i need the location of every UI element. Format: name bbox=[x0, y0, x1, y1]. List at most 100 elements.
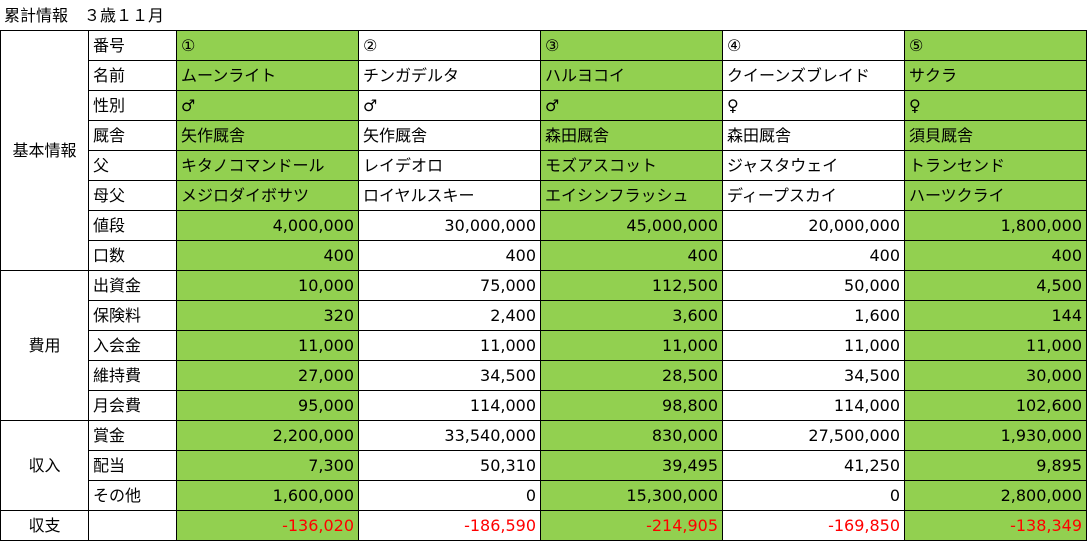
row-label[interactable]: 配当 bbox=[88, 450, 177, 481]
cell-price[interactable]: 4,000,000 bbox=[176, 210, 359, 241]
cell-maintenance[interactable]: 27,000 bbox=[176, 360, 359, 391]
cell-maintenance[interactable]: 28,500 bbox=[540, 360, 723, 391]
cell-monthly_fee[interactable]: 114,000 bbox=[358, 390, 541, 421]
row-label[interactable]: 出資金 bbox=[88, 270, 177, 301]
cell-other[interactable]: 0 bbox=[722, 480, 905, 511]
cell-insurance[interactable]: 144 bbox=[904, 300, 1087, 331]
cell-entry_fee[interactable]: 11,000 bbox=[904, 330, 1087, 361]
cell-dividend[interactable]: 39,495 bbox=[540, 450, 723, 481]
row-label[interactable]: 月会費 bbox=[88, 390, 177, 421]
cell-stable[interactable]: 須貝厩舎 bbox=[904, 120, 1087, 151]
cell-maintenance[interactable]: 30,000 bbox=[904, 360, 1087, 391]
section-label[interactable]: 収支 bbox=[0, 510, 89, 541]
cell-number[interactable]: ④ bbox=[722, 30, 905, 61]
cell-dividend[interactable]: 7,300 bbox=[176, 450, 359, 481]
cell-shares[interactable]: 400 bbox=[904, 240, 1087, 271]
cell-balance[interactable]: -169,850 bbox=[722, 510, 905, 541]
cell-name[interactable]: チンガデルタ bbox=[358, 60, 541, 91]
cell-name[interactable]: ムーンライト bbox=[176, 60, 359, 91]
cell-shares[interactable]: 400 bbox=[722, 240, 905, 271]
cell-investment[interactable]: 75,000 bbox=[358, 270, 541, 301]
row-label[interactable]: 性別 bbox=[88, 90, 177, 121]
cell-price[interactable]: 20,000,000 bbox=[722, 210, 905, 241]
row-label[interactable]: 厩舎 bbox=[88, 120, 177, 151]
cell-balance[interactable]: -214,905 bbox=[540, 510, 723, 541]
row-label[interactable]: 父 bbox=[88, 150, 177, 181]
cell-stable[interactable]: 矢作厩舎 bbox=[358, 120, 541, 151]
row-label[interactable]: 値段 bbox=[88, 210, 177, 241]
row-label[interactable]: 入会金 bbox=[88, 330, 177, 361]
cell-number[interactable]: ③ bbox=[540, 30, 723, 61]
section-label[interactable]: 費用 bbox=[0, 270, 89, 421]
cell-insurance[interactable]: 1,600 bbox=[722, 300, 905, 331]
cell-dam_sire[interactable]: エイシンフラッシュ bbox=[540, 180, 723, 211]
cell-dam_sire[interactable]: ディープスカイ bbox=[722, 180, 905, 211]
row-label[interactable]: 保険料 bbox=[88, 300, 177, 331]
cell-monthly_fee[interactable]: 95,000 bbox=[176, 390, 359, 421]
section-label[interactable]: 収入 bbox=[0, 420, 89, 511]
cell-sex[interactable]: ♂ bbox=[358, 90, 541, 121]
cell-stable[interactable]: 矢作厩舎 bbox=[176, 120, 359, 151]
cell-balance[interactable]: -136,020 bbox=[176, 510, 359, 541]
cell-shares[interactable]: 400 bbox=[176, 240, 359, 271]
cell-prize[interactable]: 830,000 bbox=[540, 420, 723, 451]
cell-entry_fee[interactable]: 11,000 bbox=[540, 330, 723, 361]
cell-other[interactable]: 15,300,000 bbox=[540, 480, 723, 511]
cell-dividend[interactable]: 41,250 bbox=[722, 450, 905, 481]
cell-other[interactable]: 0 bbox=[358, 480, 541, 511]
cell-entry_fee[interactable]: 11,000 bbox=[722, 330, 905, 361]
cell-shares[interactable]: 400 bbox=[358, 240, 541, 271]
cell-sire[interactable]: レイデオロ bbox=[358, 150, 541, 181]
cell-price[interactable]: 45,000,000 bbox=[540, 210, 723, 241]
cell-dividend[interactable]: 9,895 bbox=[904, 450, 1087, 481]
section-label[interactable]: 基本情報 bbox=[0, 30, 89, 271]
cell-dividend[interactable]: 50,310 bbox=[358, 450, 541, 481]
cell-stable[interactable]: 森田厩舎 bbox=[540, 120, 723, 151]
cell-number[interactable]: ① bbox=[176, 30, 359, 61]
cell-prize[interactable]: 2,200,000 bbox=[176, 420, 359, 451]
cell-sire[interactable]: トランセンド bbox=[904, 150, 1087, 181]
cell-investment[interactable]: 50,000 bbox=[722, 270, 905, 301]
cell-maintenance[interactable]: 34,500 bbox=[358, 360, 541, 391]
row-label[interactable]: 母父 bbox=[88, 180, 177, 211]
cell-balance[interactable]: -186,590 bbox=[358, 510, 541, 541]
cell-sire[interactable]: モズアスコット bbox=[540, 150, 723, 181]
cell-price[interactable]: 30,000,000 bbox=[358, 210, 541, 241]
cell-monthly_fee[interactable]: 98,800 bbox=[540, 390, 723, 421]
cell-name[interactable]: クイーンズブレイド bbox=[722, 60, 905, 91]
cell-stable[interactable]: 森田厩舎 bbox=[722, 120, 905, 151]
row-label[interactable]: 口数 bbox=[88, 240, 177, 271]
cell-dam_sire[interactable]: メジロダイボサツ bbox=[176, 180, 359, 211]
cell-price[interactable]: 1,800,000 bbox=[904, 210, 1087, 241]
row-label[interactable]: その他 bbox=[88, 480, 177, 511]
cell-number[interactable]: ⑤ bbox=[904, 30, 1087, 61]
cell-name[interactable]: サクラ bbox=[904, 60, 1087, 91]
cell-insurance[interactable]: 3,600 bbox=[540, 300, 723, 331]
cell-prize[interactable]: 33,540,000 bbox=[358, 420, 541, 451]
cell-number[interactable]: ② bbox=[358, 30, 541, 61]
cell-prize[interactable]: 1,930,000 bbox=[904, 420, 1087, 451]
cell-dam_sire[interactable]: ハーツクライ bbox=[904, 180, 1087, 211]
cell-name[interactable]: ハルヨコイ bbox=[540, 60, 723, 91]
cell-balance[interactable]: -138,349 bbox=[904, 510, 1087, 541]
cell-prize[interactable]: 27,500,000 bbox=[722, 420, 905, 451]
cell-investment[interactable]: 4,500 bbox=[904, 270, 1087, 301]
cell-shares[interactable]: 400 bbox=[540, 240, 723, 271]
row-label[interactable]: 名前 bbox=[88, 60, 177, 91]
cell-sire[interactable]: キタノコマンドール bbox=[176, 150, 359, 181]
cell-insurance[interactable]: 320 bbox=[176, 300, 359, 331]
cell-sex[interactable]: ♀ bbox=[722, 90, 905, 121]
cell-insurance[interactable]: 2,400 bbox=[358, 300, 541, 331]
cell-sex[interactable]: ♂ bbox=[176, 90, 359, 121]
cell-sex[interactable]: ♀ bbox=[904, 90, 1087, 121]
cell-monthly_fee[interactable]: 114,000 bbox=[722, 390, 905, 421]
cell-monthly_fee[interactable]: 102,600 bbox=[904, 390, 1087, 421]
cell-investment[interactable]: 112,500 bbox=[540, 270, 723, 301]
cell-other[interactable]: 2,800,000 bbox=[904, 480, 1087, 511]
row-label[interactable]: 維持費 bbox=[88, 360, 177, 391]
cell-maintenance[interactable]: 34,500 bbox=[722, 360, 905, 391]
row-label[interactable]: 番号 bbox=[88, 30, 177, 61]
row-label[interactable]: 賞金 bbox=[88, 420, 177, 451]
cell-investment[interactable]: 10,000 bbox=[176, 270, 359, 301]
row-label[interactable] bbox=[88, 510, 177, 541]
